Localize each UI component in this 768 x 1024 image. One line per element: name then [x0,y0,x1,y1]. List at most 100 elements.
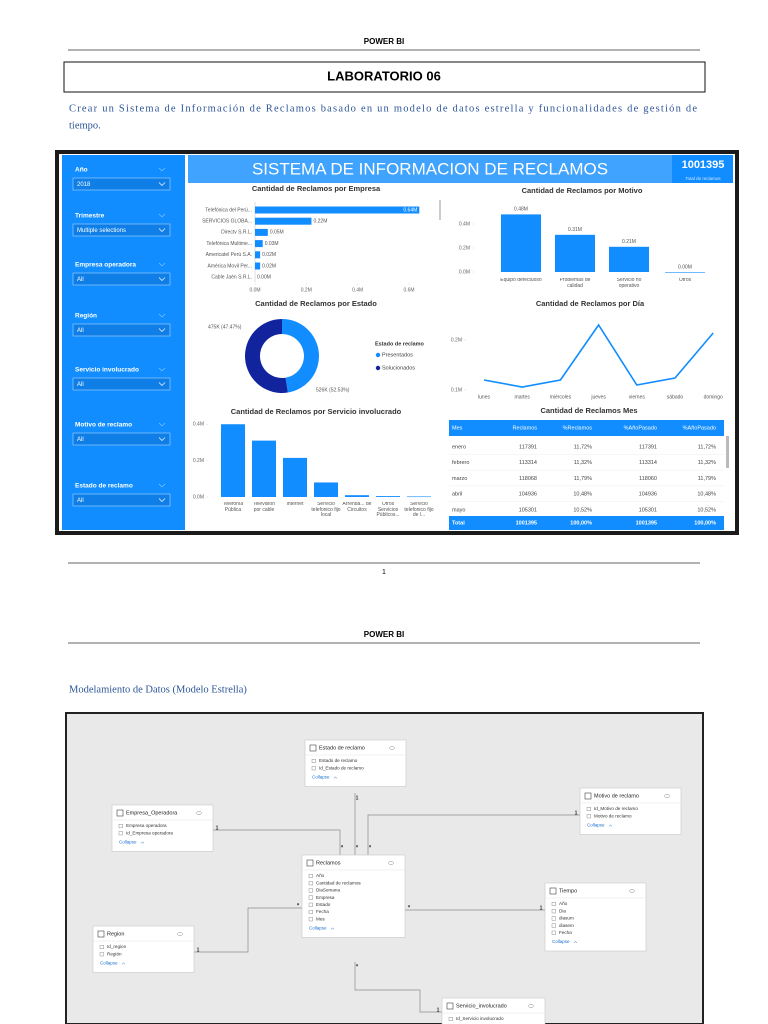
field-icon [551,930,556,935]
bar [407,496,431,498]
y-tick-label: 0.0M [193,494,204,500]
relationship-line [367,814,580,855]
category-label: Internet [286,502,304,507]
y-tick-label: 0.4M [193,422,204,428]
table-card [92,925,195,973]
filter-value: All [77,437,84,443]
category-label: Americatel Perú S.A. [206,252,252,258]
table-cell: 10,52% [573,507,592,513]
field-icon [308,910,313,915]
table-cell: 117391 [519,444,537,450]
field-name: Id_Motivo de reclamo [594,806,638,811]
table-cell: 10,52% [697,507,716,513]
data-label: 0.03M [265,241,279,247]
legend-swatch [375,365,381,371]
bar [255,228,268,236]
visibility-icon [389,746,395,750]
x-tick-label: martes [515,394,531,400]
table-name: Estado de reclamo [319,745,365,751]
x-tick-label: 0.2M [301,287,312,293]
bar [609,246,649,272]
table-cell: 10,48% [697,492,716,498]
table-cell: marzo [452,476,467,482]
category-label: Problemas de calidad [559,278,591,289]
category-label-box: Servicio telefonico fijo de l... [404,502,433,518]
table-cell: mayo [452,507,465,513]
collapse-caret [608,824,613,827]
table-cell: enero [452,444,466,450]
table-name: Region [107,931,124,937]
table-name: Servicio_involucrado [456,1003,507,1009]
data-label: 0.21M [622,239,636,245]
y-tick-label: 0.0M [459,269,470,275]
field-name: Id_Empresa operadora [126,830,173,835]
filter-label: Servicio involucrado [75,367,139,374]
field-icon [99,952,104,957]
column-header: Reclamos [513,425,538,431]
table-cell: 113314 [639,460,657,466]
chart-title: Cantidad de Reclamos por Empresa [252,184,381,193]
category-label-box: Servicio telefonico fijo local [311,502,340,518]
cardinality-many: * [356,846,359,852]
category-label-box: Servicio no operativo [617,278,642,288]
dropdown-chevron [158,277,166,281]
total-cell: 100,00% [694,520,716,526]
y-tick-label: 0.4M [459,221,470,227]
description-line: tiempo. [69,120,101,131]
category-label-box: Arrenda... de Circuitos [343,502,372,512]
field-name: Motivo de reclamo [594,813,632,818]
field-name: Región [107,951,122,956]
field-name: Estado de reclamo [319,758,358,763]
kpi-label: Total de reclamos [685,176,721,181]
table-icon [309,744,317,752]
collapse-caret [333,776,338,779]
scrollbar [726,436,729,468]
field-icon [311,759,316,764]
table-cell: 11,32% [698,460,716,466]
filter-dropdown [72,177,171,191]
title-banner [188,155,672,183]
cardinality-one: 1 [540,905,543,911]
data-label: 526K (52.53%) [316,387,350,393]
bar [255,251,261,259]
field-name: diasem [559,923,574,928]
table-icon [549,887,557,895]
collapse-link: Collapse [312,775,330,780]
legend-label: Presentados [382,352,413,358]
eraser-icon [158,213,166,218]
category-label-box: Otros Servicios Públicos... [376,502,399,518]
relationship-line [354,962,442,1013]
field-name: Cantidad de reclamos [316,880,361,885]
filter-label: Motivo de reclamo [75,422,132,429]
field-name: Empresa operadora [126,823,167,828]
bar [345,495,369,497]
page-header: POWER BI [364,630,404,639]
bar [255,217,312,225]
field-icon [308,902,313,907]
total-cell: Total [452,520,465,526]
table-cell: 113314 [519,460,537,466]
field-icon [308,917,313,922]
filter-dropdown [72,272,171,286]
visibility-icon [629,889,635,893]
filter-value: All [77,277,84,283]
y-tick-label: 0.2M [451,337,462,343]
visibility-icon [664,794,670,798]
field-icon [118,831,123,836]
field-name: Fecha [559,930,572,935]
cardinality-one: 1 [356,795,359,801]
category-label: Equipo defectuoso [500,278,542,283]
data-label: 0.48M [514,207,528,213]
data-label: 0.22M [313,219,327,225]
category-label: SERVICIOS GLOBA... [202,219,252,225]
table-cell: febrero [452,460,469,466]
table-icon [446,1002,454,1010]
category-label: Cable Jaén S.R.L. [211,275,252,281]
table-icon [97,930,105,938]
document-title: LABORATORIO 06 [327,68,441,83]
bar [314,482,338,497]
collapse-link: Collapse [587,823,605,828]
field-icon [551,909,556,914]
chart-title: Cantidad de Reclamos por Día [536,299,645,308]
bar [221,424,245,497]
